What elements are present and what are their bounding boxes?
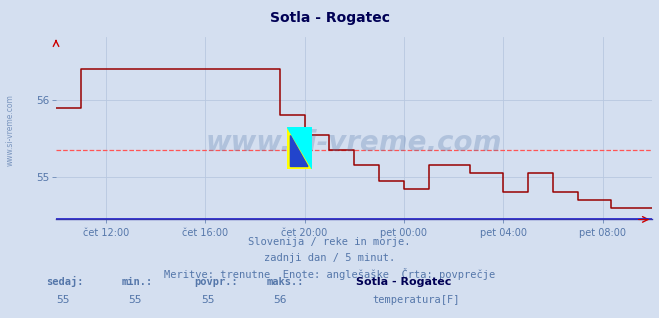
- Text: Sotla - Rogatec: Sotla - Rogatec: [356, 277, 451, 287]
- Text: Slovenija / reke in morje.: Slovenija / reke in morje.: [248, 237, 411, 247]
- Text: www.si-vreme.com: www.si-vreme.com: [5, 94, 14, 166]
- Text: Sotla - Rogatec: Sotla - Rogatec: [270, 11, 389, 25]
- Polygon shape: [287, 127, 312, 169]
- Polygon shape: [287, 127, 312, 169]
- Text: 55: 55: [56, 295, 69, 305]
- Text: temperatura[F]: temperatura[F]: [372, 295, 460, 305]
- Text: min.:: min.:: [122, 277, 153, 287]
- Text: povpr.:: povpr.:: [194, 277, 238, 287]
- Text: 55: 55: [201, 295, 214, 305]
- Text: 56: 56: [273, 295, 287, 305]
- Text: Meritve: trenutne  Enote: anglešaške  Črta: povprečje: Meritve: trenutne Enote: anglešaške Črta…: [164, 268, 495, 280]
- Text: maks.:: maks.:: [267, 277, 304, 287]
- Text: sedaj:: sedaj:: [46, 276, 84, 287]
- Text: www.si-vreme.com: www.si-vreme.com: [206, 128, 502, 157]
- Text: 55: 55: [129, 295, 142, 305]
- Polygon shape: [291, 135, 308, 167]
- Text: zadnji dan / 5 minut.: zadnji dan / 5 minut.: [264, 253, 395, 263]
